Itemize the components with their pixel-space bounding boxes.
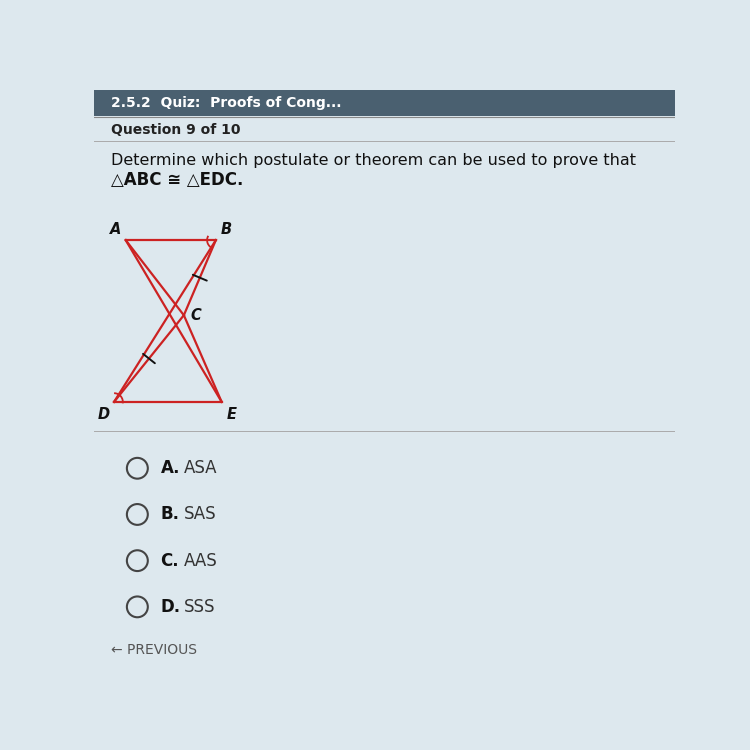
Text: B.: B. (160, 506, 179, 524)
Text: A: A (110, 222, 121, 237)
Text: 2.5.2  Quiz:  Proofs of Cong...: 2.5.2 Quiz: Proofs of Cong... (111, 96, 342, 110)
Text: AAS: AAS (184, 552, 218, 570)
Text: Determine which postulate or theorem can be used to prove that: Determine which postulate or theorem can… (111, 153, 636, 168)
Text: SAS: SAS (184, 506, 217, 524)
Text: A.: A. (160, 459, 180, 477)
Bar (94, 90, 675, 116)
Text: B: B (220, 222, 232, 237)
Text: ASA: ASA (184, 459, 218, 477)
Text: △ABC ≅ △EDC.: △ABC ≅ △EDC. (111, 170, 244, 188)
Text: Question 9 of 10: Question 9 of 10 (111, 124, 241, 137)
Text: D.: D. (160, 598, 181, 616)
Text: SSS: SSS (184, 598, 215, 616)
Text: C: C (190, 308, 201, 322)
Text: C.: C. (160, 552, 179, 570)
Text: E: E (227, 407, 237, 422)
Text: ← PREVIOUS: ← PREVIOUS (111, 644, 197, 657)
Text: D: D (98, 407, 109, 422)
